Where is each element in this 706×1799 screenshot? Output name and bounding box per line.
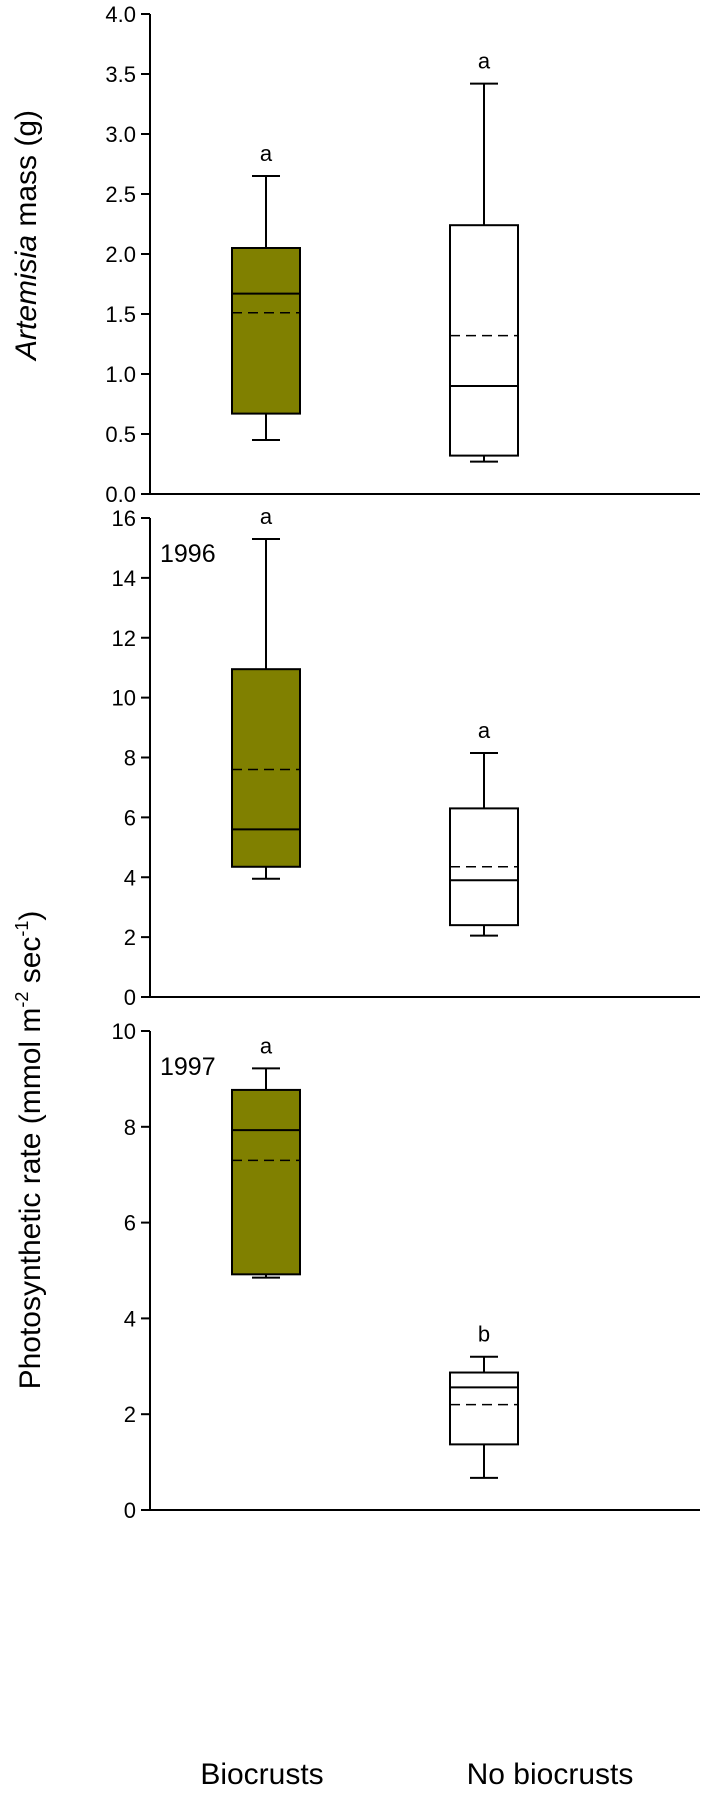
y-tick-label: 16 [112,506,136,531]
y-tick-label: 0 [124,1498,136,1523]
y-tick-label: 12 [112,626,136,651]
y-tick-label: 2.5 [105,182,136,207]
y-tick-label: 1.0 [105,362,136,387]
significance-letter: a [478,718,491,743]
box-no-biocrusts: a [449,718,519,937]
y-tick-label: 3.5 [105,62,136,87]
y-tick-label: 6 [124,805,136,830]
interquartile-box [231,247,301,415]
y-tick-label: 8 [124,1115,136,1140]
box-biocrusts: a [231,1033,301,1279]
shared-y-axis-label-end: ) [14,911,47,921]
y-tick-label: 4 [124,1306,136,1331]
significance-letter: a [260,1033,273,1058]
y-tick-label: 6 [124,1211,136,1236]
box-no-biocrusts: b [449,1322,519,1479]
box-biocrusts: a [231,504,301,880]
panel-year-label: 1997 [160,1053,216,1081]
panel-2: 0 2 4 6 8 10 12 14 16 1996 a a [112,504,700,1010]
significance-letter: a [260,141,273,166]
y-tick-label: 2.0 [105,242,136,267]
box-biocrusts: a [231,141,301,441]
y-tick-label: 0 [124,985,136,1010]
shared-y-axis-label-mid: sec [14,937,47,992]
y-tick-label: 10 [112,686,136,711]
y-tick-label: 0.0 [105,482,136,507]
panel-3: 0 2 4 6 8 10 1997 a b [112,1019,700,1523]
shared-y-axis-label-sup2: -1 [12,921,32,937]
y-tick-label: 3.0 [105,122,136,147]
top-panel-y-axis-label: Artemisia mass (g) [10,110,43,362]
interquartile-box [231,1088,301,1276]
x-category-label-no-biocrusts: No biocrusts [467,1758,634,1791]
y-tick-label: 4 [124,865,136,890]
y-axis-label-rest: mass (g) [10,110,43,235]
interquartile-box [231,668,301,868]
y-tick-label: 1.5 [105,302,136,327]
significance-letter: a [478,49,491,74]
significance-letter: b [478,1322,490,1347]
shared-y-axis-label-main: Photosynthetic rate (mmol m [14,1008,47,1390]
y-tick-label: 2 [124,1402,136,1427]
panel-year-label: 1996 [160,540,216,568]
y-tick-label: 4.0 [105,2,136,27]
y-axis-label-italic: Artemisia [10,235,43,362]
y-tick-label: 2 [124,925,136,950]
panel-1: 0.0 0.5 1.0 1.5 2.0 2.5 3.0 3.5 4.0 a a [105,2,700,507]
significance-letter: a [260,504,273,529]
interquartile-box [449,1371,519,1446]
x-category-label-biocrusts: Biocrusts [200,1758,323,1791]
y-tick-label: 10 [112,1019,136,1044]
y-tick-label: 14 [112,566,136,591]
y-tick-label: 8 [124,746,136,771]
shared-y-axis-label-sup1: -2 [12,992,32,1008]
y-tick-label: 0.5 [105,422,136,447]
shared-y-axis-label: Photosynthetic rate (mmol m-2 sec-1) [12,911,47,1390]
interquartile-box [449,224,519,457]
box-no-biocrusts: a [449,49,519,463]
